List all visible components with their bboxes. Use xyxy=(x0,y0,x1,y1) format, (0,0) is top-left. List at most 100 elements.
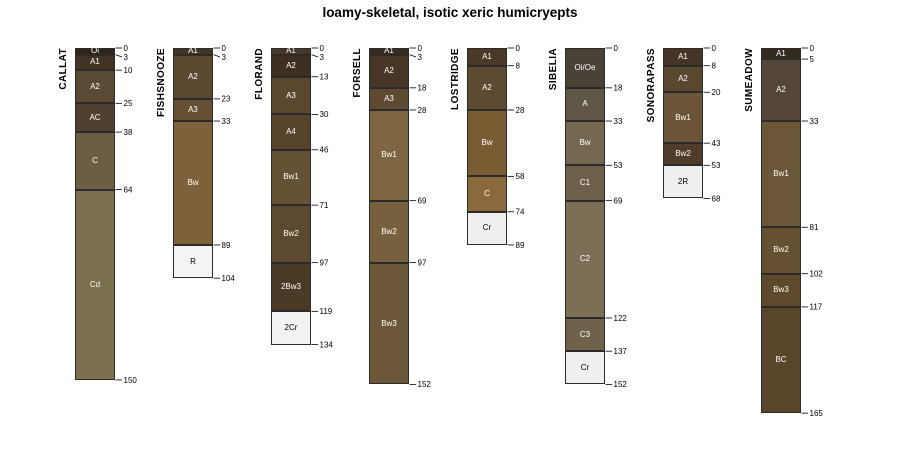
depth-tick xyxy=(213,54,221,58)
depth-label: 0 xyxy=(614,44,619,53)
horizon-forsell-a3: A3 xyxy=(369,87,409,110)
depth-label: 74 xyxy=(516,208,525,217)
depth-label: 33 xyxy=(810,117,819,126)
horizon-sumeadow-bw3: Bw3 xyxy=(761,273,801,307)
horizon-lostridge-cr: Cr xyxy=(467,211,507,245)
horizon-forsell-a1: A1 xyxy=(369,46,409,56)
horizon-label: A3 xyxy=(384,93,394,103)
horizon-sibelia-bw: Bw xyxy=(565,121,605,166)
depth-label: 30 xyxy=(320,110,329,119)
horizon-label: 2R xyxy=(677,176,689,186)
depth-label: 137 xyxy=(614,347,628,356)
depth-label: 28 xyxy=(516,106,525,115)
depth-label: 97 xyxy=(320,258,329,267)
horizon-label: C xyxy=(92,155,98,165)
depth-label: 69 xyxy=(614,196,623,205)
depth-label: 71 xyxy=(320,201,329,210)
horizon-forsell-a2: A2 xyxy=(369,54,409,88)
depth-label: 64 xyxy=(124,185,133,194)
horizon-label: A2 xyxy=(776,85,786,95)
horizon-sumeadow-bw2: Bw2 xyxy=(761,227,801,274)
horizon-callat-ac: AC xyxy=(75,103,115,133)
depth-label: 23 xyxy=(222,95,231,104)
horizon-label: C xyxy=(484,189,490,199)
horizon-label: Bw xyxy=(579,138,591,148)
horizon-florand-2cr: 2Cr xyxy=(271,311,311,345)
depth-label: 0 xyxy=(516,44,521,53)
depth-label: 33 xyxy=(614,117,623,126)
horizon-florand-a4: A4 xyxy=(271,114,311,150)
horizon-callat-a1: A1 xyxy=(75,54,115,71)
horizon-label: A2 xyxy=(384,66,394,76)
depth-label: 117 xyxy=(810,303,823,312)
profile-name-lostridge: LOSTRIDGE xyxy=(450,48,461,110)
horizon-lostridge-c: C xyxy=(467,176,507,212)
horizon-sumeadow-a2: A2 xyxy=(761,59,801,122)
horizon-label: Bw xyxy=(187,177,199,187)
horizon-label: A2 xyxy=(90,81,100,91)
depth-label: 3 xyxy=(222,53,227,62)
profile-name-forsell: FORSELL xyxy=(352,48,363,98)
horizon-sibelia-a: A xyxy=(565,87,605,122)
depth-label: 69 xyxy=(418,196,427,205)
depth-label: 53 xyxy=(712,161,721,170)
horizon-sumeadow-bc: BC xyxy=(761,306,801,414)
horizon-label: Bw2 xyxy=(381,226,397,236)
depth-label: 122 xyxy=(614,314,628,323)
horizon-label: A1 xyxy=(678,51,688,61)
depth-label: 0 xyxy=(320,44,325,53)
horizon-label: Bw1 xyxy=(381,150,397,160)
horizon-fishsnooze-r: R xyxy=(173,244,213,279)
depth-label: 13 xyxy=(320,73,329,82)
horizon-label: Bw2 xyxy=(773,245,789,255)
horizon-label: A3 xyxy=(188,104,198,114)
profile-name-florand: FLORAND xyxy=(254,48,265,100)
depth-label: 18 xyxy=(614,84,623,93)
depth-label: 81 xyxy=(810,223,819,232)
horizon-lostridge-bw: Bw xyxy=(467,109,507,177)
horizon-label: Bw2 xyxy=(675,149,691,159)
depth-label: 119 xyxy=(320,307,333,316)
horizon-label: Bw1 xyxy=(773,169,789,179)
horizon-label: A1 xyxy=(384,46,394,56)
horizon-callat-a2: A2 xyxy=(75,70,115,104)
horizon-label: AC xyxy=(89,112,101,122)
horizon-fishsnooze-a3: A3 xyxy=(173,98,213,122)
profile-name-fishsnooze: FISHSNOOZE xyxy=(156,48,167,118)
depth-label: 102 xyxy=(810,270,824,279)
depth-label: 104 xyxy=(222,274,236,283)
horizon-label: C1 xyxy=(579,177,591,187)
profile-name-sonorapass: SONORAPASS xyxy=(646,48,657,123)
horizon-label: A1 xyxy=(188,46,198,56)
horizon-fishsnooze-a2: A2 xyxy=(173,54,213,99)
horizon-label: Bw xyxy=(481,138,493,148)
horizon-lostridge-a1: A1 xyxy=(467,48,507,66)
depth-label: 43 xyxy=(712,139,721,148)
horizon-label: Bw3 xyxy=(773,285,789,295)
depth-label: 89 xyxy=(516,241,525,250)
horizon-label: A xyxy=(582,99,588,109)
horizon-label: A4 xyxy=(286,127,296,137)
depth-label: 3 xyxy=(124,53,129,62)
horizon-florand-a1: A1 xyxy=(271,46,311,56)
horizon-label: A1 xyxy=(482,51,492,61)
depth-label: 165 xyxy=(810,409,824,418)
depth-label: 58 xyxy=(516,172,525,181)
depth-label: 25 xyxy=(124,99,133,108)
horizon-label: C2 xyxy=(579,254,591,264)
depth-label: 152 xyxy=(614,380,628,389)
depth-label: 97 xyxy=(418,258,427,267)
horizon-sumeadow-a1: A1 xyxy=(761,48,801,60)
horizon-label: BC xyxy=(775,355,787,365)
depth-label: 3 xyxy=(418,53,423,62)
horizon-callat-cd: Cd xyxy=(75,189,115,380)
horizon-label: A2 xyxy=(286,60,296,70)
depth-label: 150 xyxy=(124,376,138,385)
horizon-label: R xyxy=(190,256,196,266)
depth-label: 10 xyxy=(124,66,133,75)
depth-label: 5 xyxy=(810,55,815,64)
horizon-label: A1 xyxy=(286,46,296,56)
horizon-florand-a3: A3 xyxy=(271,76,311,115)
horizon-callat-c: C xyxy=(75,132,115,190)
